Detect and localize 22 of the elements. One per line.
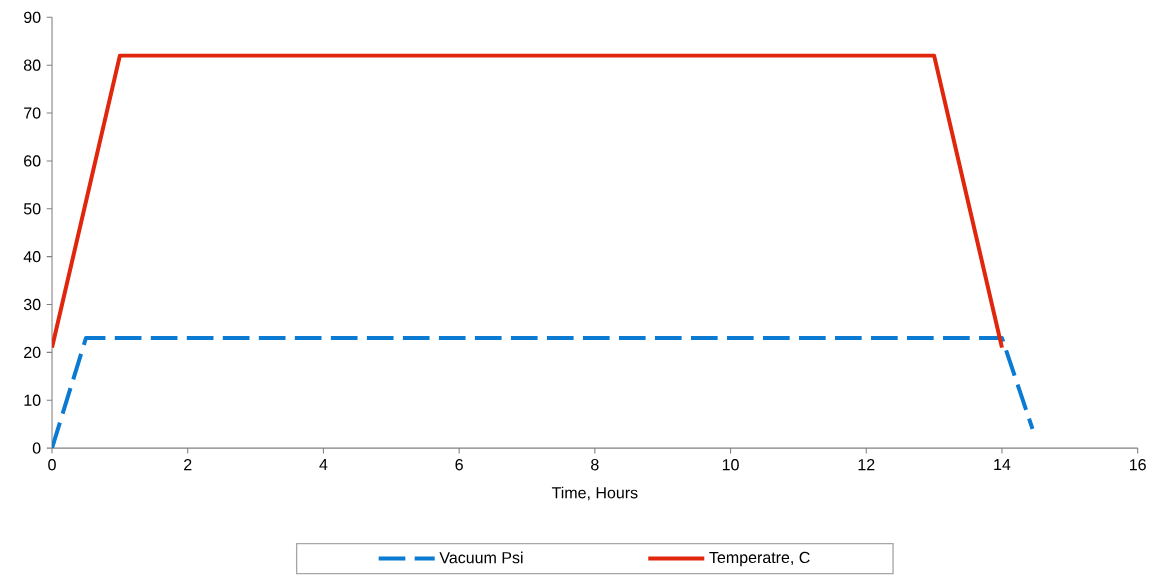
legend-label: Vacuum Psi — [439, 551, 523, 564]
x-axis-title: Time, Hours — [551, 486, 638, 501]
y-tick-label: 10 — [24, 394, 41, 406]
x-tick-label: 4 — [319, 458, 328, 470]
y-tick-label: 90 — [24, 11, 41, 23]
y-tick-label: 20 — [24, 346, 41, 358]
x-tick-label: 6 — [455, 458, 463, 471]
y-tick-label: 80 — [23, 59, 41, 71]
legend-label: Temperatre, C — [709, 551, 810, 567]
x-tick-label: 10 — [722, 458, 739, 471]
x-tick-label: 14 — [994, 458, 1011, 470]
x-tick-label: 8 — [591, 458, 599, 471]
x-tick-label: 2 — [184, 458, 192, 471]
y-tick-label: 50 — [23, 203, 41, 215]
y-tick-label: 70 — [24, 107, 41, 119]
x-tick-label: 12 — [858, 458, 875, 471]
y-tick-label: 30 — [23, 298, 41, 311]
y-tick-label: 60 — [24, 155, 41, 167]
x-tick-label: 16 — [1129, 458, 1146, 471]
x-tick-label: 0 — [48, 458, 56, 471]
y-tick-label: 40 — [23, 250, 41, 263]
y-tick-label: 0 — [32, 442, 41, 454]
